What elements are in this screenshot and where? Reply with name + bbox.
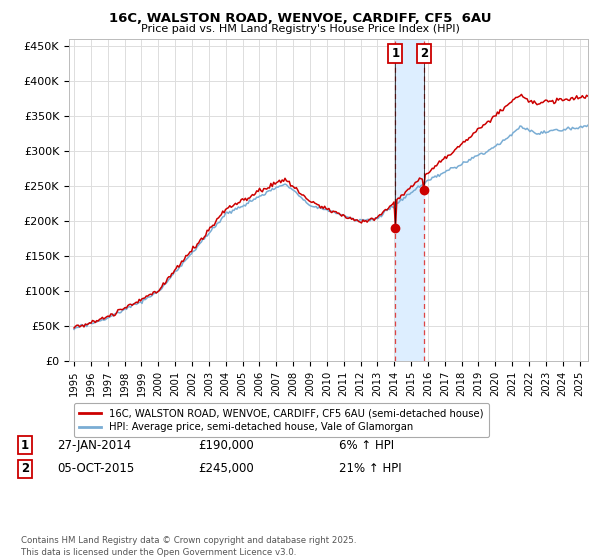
Text: 1: 1 <box>391 46 400 60</box>
Text: 21% ↑ HPI: 21% ↑ HPI <box>339 462 401 475</box>
Text: 1: 1 <box>21 438 29 452</box>
Text: £190,000: £190,000 <box>198 438 254 452</box>
Text: Contains HM Land Registry data © Crown copyright and database right 2025.
This d: Contains HM Land Registry data © Crown c… <box>21 536 356 557</box>
Text: 2: 2 <box>21 462 29 475</box>
Text: 2: 2 <box>420 46 428 60</box>
Text: 16C, WALSTON ROAD, WENVOE, CARDIFF, CF5  6AU: 16C, WALSTON ROAD, WENVOE, CARDIFF, CF5 … <box>109 12 491 25</box>
Text: 05-OCT-2015: 05-OCT-2015 <box>57 462 134 475</box>
Text: £245,000: £245,000 <box>198 462 254 475</box>
Bar <box>395 39 424 361</box>
Text: 27-JAN-2014: 27-JAN-2014 <box>57 438 131 452</box>
Legend: 16C, WALSTON ROAD, WENVOE, CARDIFF, CF5 6AU (semi-detached house), HPI: Average : 16C, WALSTON ROAD, WENVOE, CARDIFF, CF5 … <box>74 403 488 437</box>
Text: 6% ↑ HPI: 6% ↑ HPI <box>339 438 394 452</box>
Text: Price paid vs. HM Land Registry's House Price Index (HPI): Price paid vs. HM Land Registry's House … <box>140 24 460 34</box>
